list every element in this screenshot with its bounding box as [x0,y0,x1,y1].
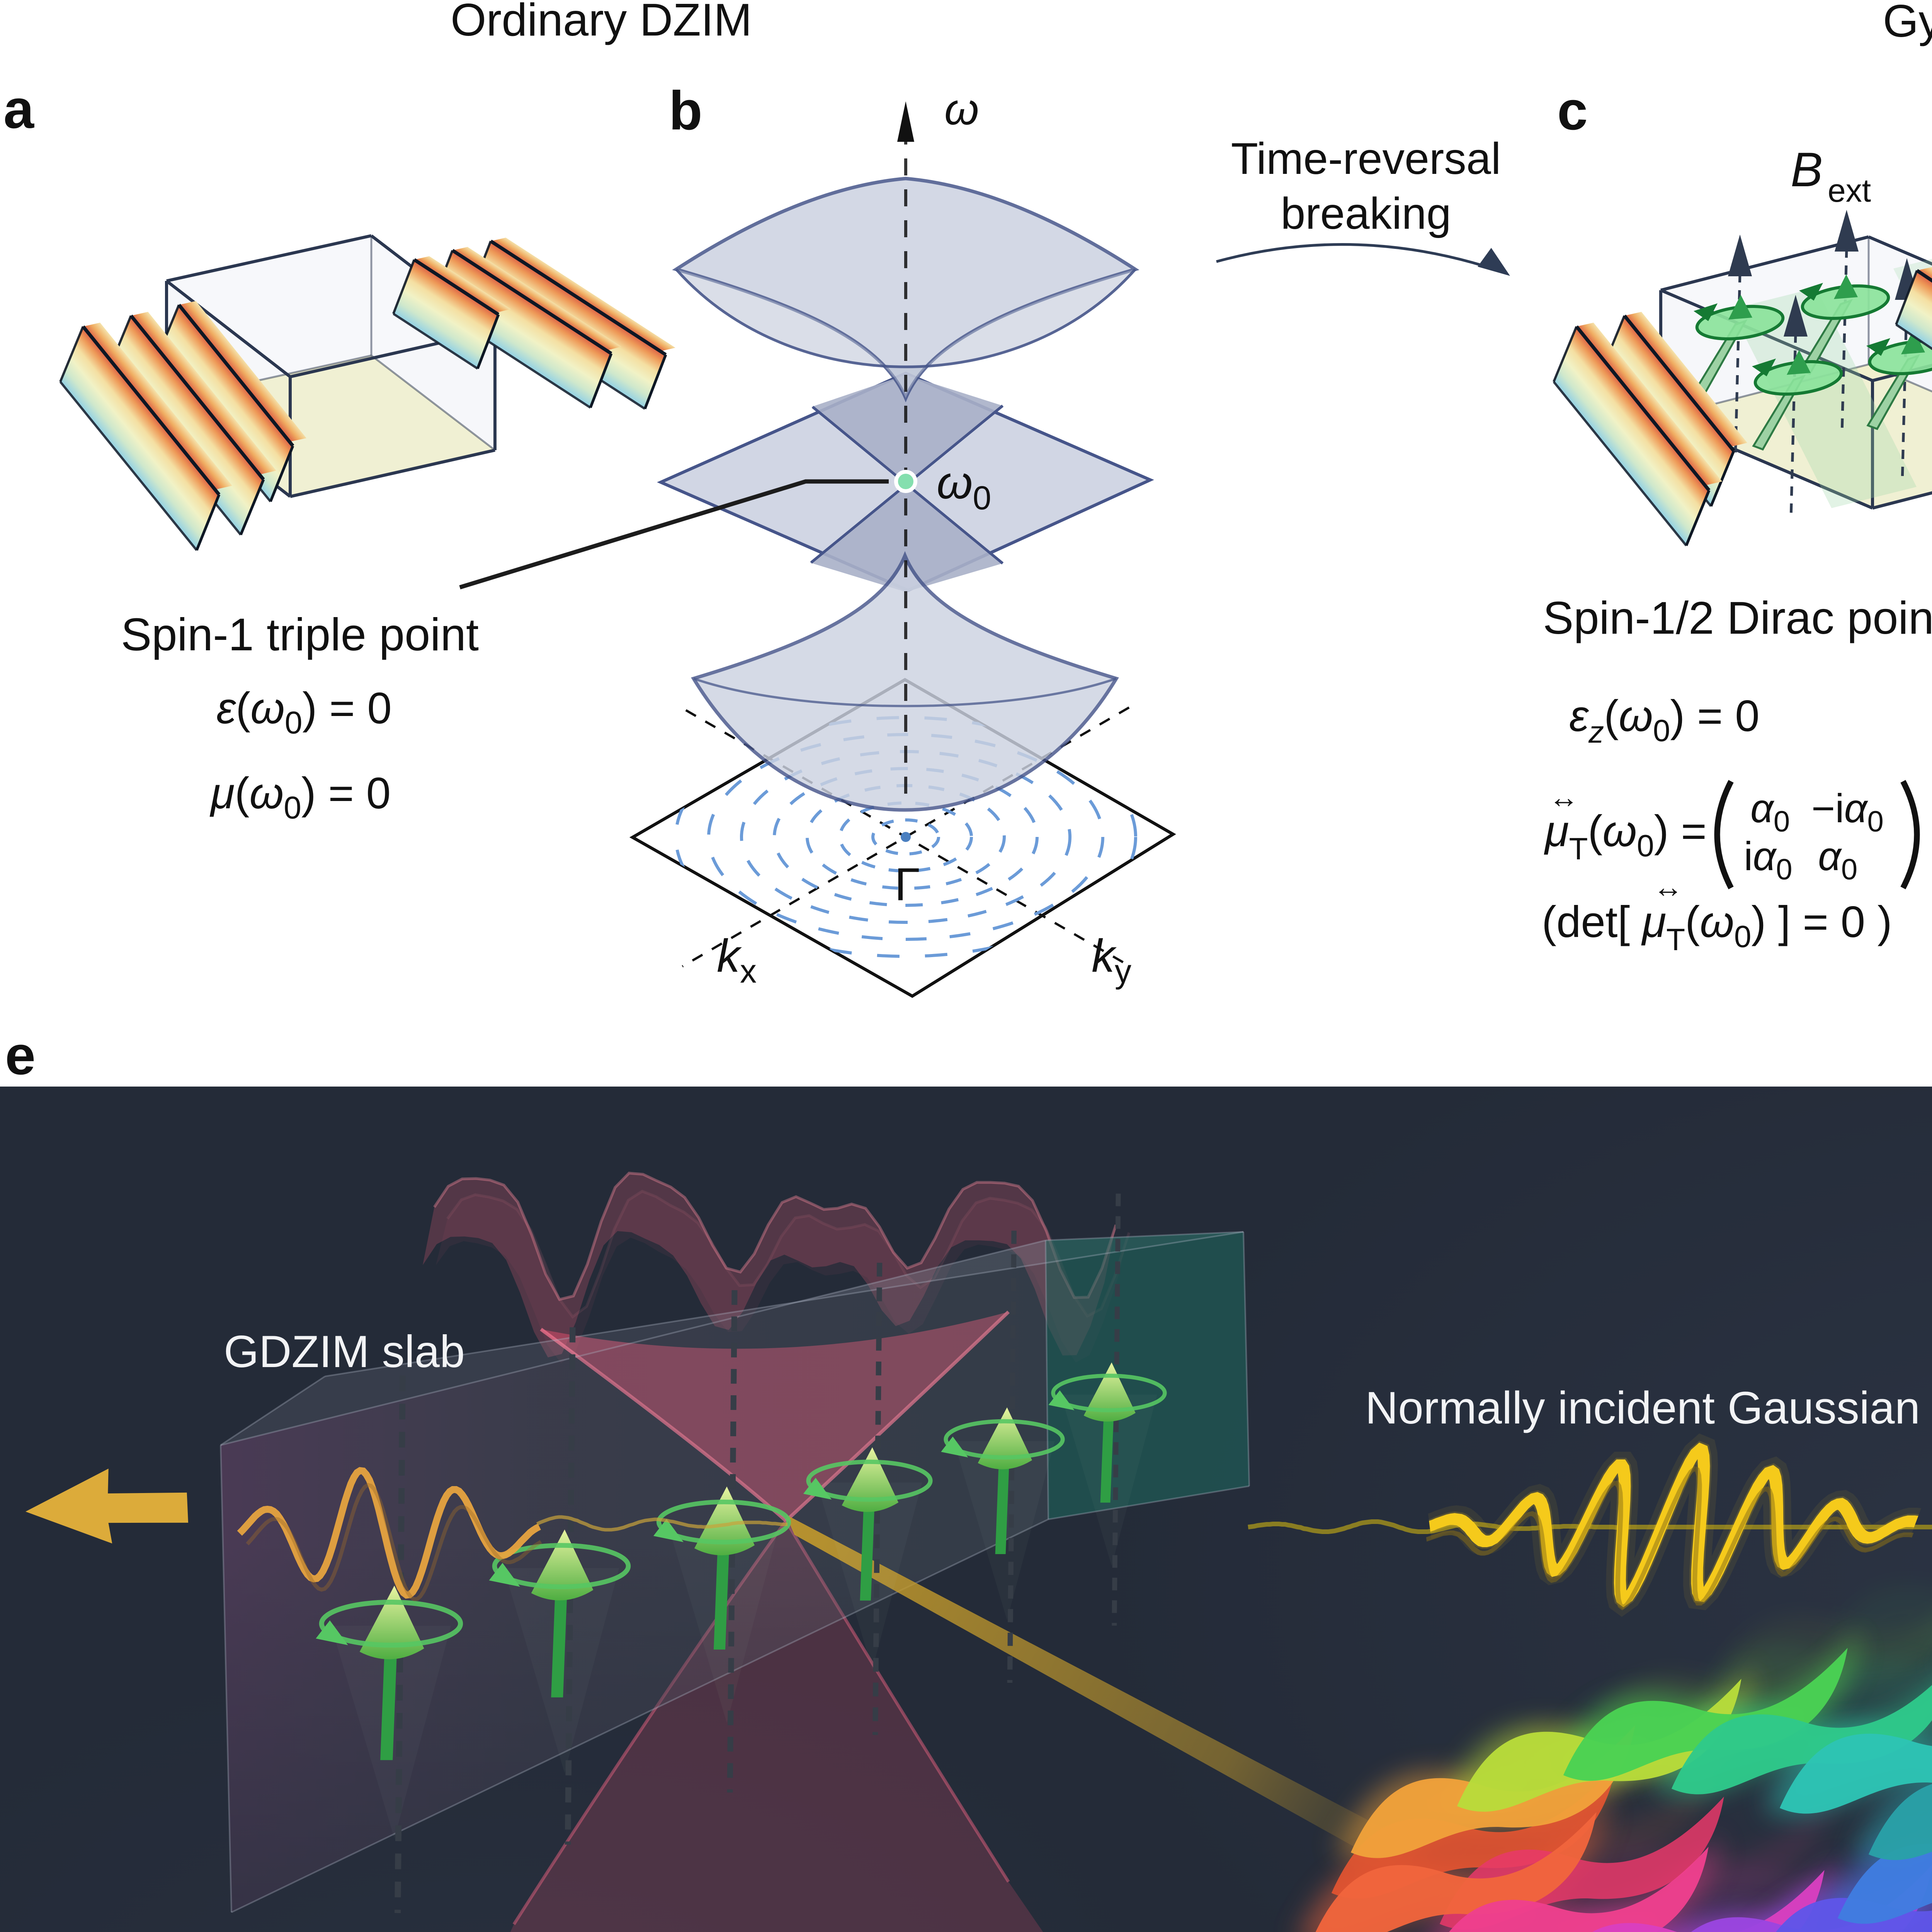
svg-text:a: a [3,78,34,140]
svg-text:B: B [1791,143,1823,197]
svg-text:Normally incident Gaussian pul: Normally incident Gaussian pulse [1365,1383,1932,1434]
svg-text:b: b [669,80,702,141]
svg-text:ext: ext [1828,172,1871,209]
svg-text:α0: α0 [1750,786,1790,838]
svg-text:Gyromagnetic DZIM: Gyromagnetic DZIM [1883,0,1932,47]
svg-text:εz(ω0) = 0: εz(ω0) = 0 [1569,692,1760,749]
svg-text:μT(ω0) =: μT(ω0) = [1544,807,1707,866]
svg-text:breaking: breaking [1281,189,1451,238]
svg-text:Ordinary DZIM: Ordinary DZIM [451,0,752,46]
svg-text:Spin-1 triple point: Spin-1 triple point [121,609,479,660]
svg-text:Γ: Γ [895,859,920,910]
svg-text:e: e [5,1025,36,1086]
svg-text:↔: ↔ [1653,870,1683,904]
svg-text:ω: ω [944,85,979,134]
svg-text:GDZIM slab: GDZIM slab [224,1326,465,1377]
svg-text:Time-reversal: Time-reversal [1231,134,1501,184]
svg-text:α0: α0 [1818,834,1857,886]
svg-text:ky: ky [1092,930,1131,990]
svg-text:c: c [1557,80,1588,141]
svg-text:↔: ↔ [1549,780,1579,814]
svg-text:kx: kx [717,930,757,990]
svg-text:Spin-1/2 Dirac point: Spin-1/2 Dirac point [1543,592,1932,644]
svg-text:ε(ω0) = 0: ε(ω0) = 0 [216,684,392,740]
